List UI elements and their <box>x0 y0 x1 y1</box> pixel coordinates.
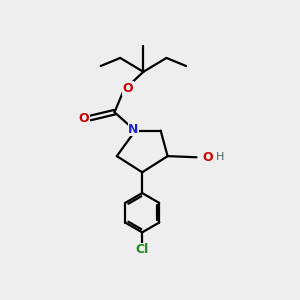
Text: H: H <box>215 152 224 162</box>
Text: N: N <box>128 123 139 136</box>
Text: O: O <box>202 151 213 164</box>
Text: O: O <box>123 82 133 95</box>
Text: Cl: Cl <box>136 243 149 256</box>
Text: O: O <box>78 112 89 124</box>
